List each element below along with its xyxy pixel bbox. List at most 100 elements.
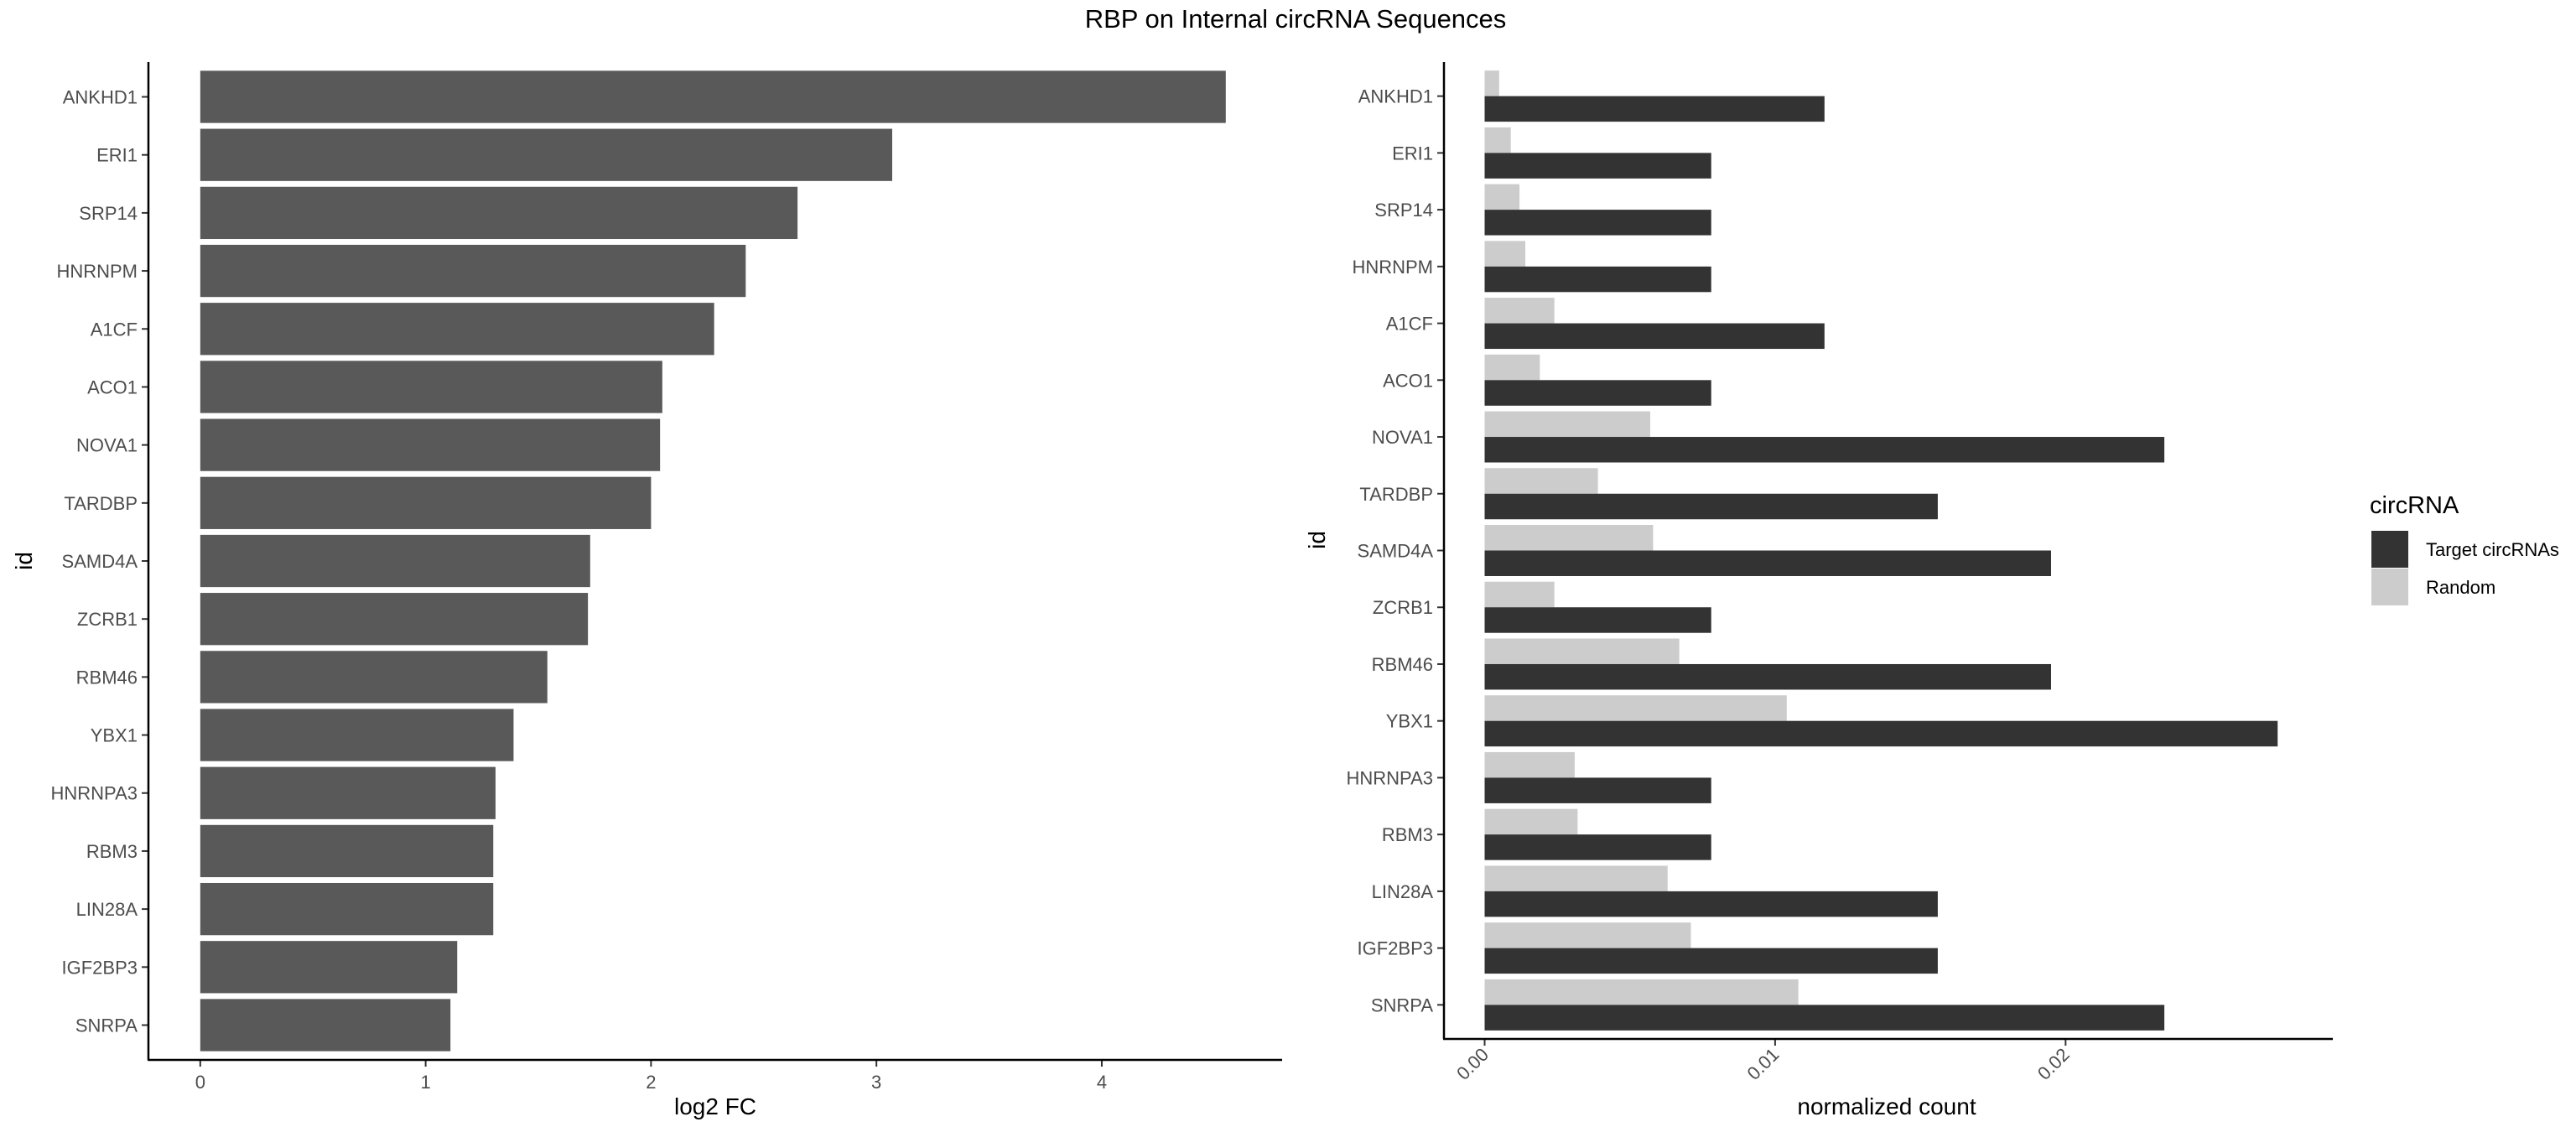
bar-log2fc-snrpa (200, 999, 451, 1052)
left-category-label-srp14: SRP14 (79, 203, 138, 224)
bar-log2fc-igf2bp3 (200, 941, 458, 994)
left-category-label-snrpa: SNRPA (75, 1015, 138, 1036)
right-y-axis-title: id (1304, 531, 1330, 549)
bar-target-a1cf (1484, 323, 1825, 350)
right-category-label-rbm46: RBM46 (1372, 654, 1433, 675)
left-x-tick-label: 0 (195, 1072, 205, 1093)
left-category-label-aco1: ACO1 (87, 377, 138, 397)
bar-target-aco1 (1484, 380, 1711, 406)
legend-title: circRNA (2370, 492, 2459, 519)
bar-target-rbm3 (1484, 834, 1711, 860)
bar-log2fc-hnrnpa3 (200, 766, 496, 819)
bar-log2fc-eri1 (200, 128, 892, 181)
right-category-label-igf2bp3: IGF2BP3 (1358, 938, 1433, 959)
right-category-label-tardbp: TARDBP (1359, 484, 1433, 505)
left-category-label-hnrnpm: HNRNPM (56, 261, 138, 282)
legend-swatch-target-circrnas (2371, 531, 2408, 568)
right-category-label-aco1: ACO1 (1383, 370, 1433, 391)
bar-target-ybx1 (1484, 720, 2278, 747)
right-category-label-nova1: NOVA1 (1372, 427, 1433, 448)
right-category-label-lin28a: LIN28A (1372, 881, 1434, 902)
left-category-label-ybx1: YBX1 (91, 725, 138, 746)
right-category-label-rbm3: RBM3 (1382, 824, 1433, 845)
bar-random-hnrnpa3 (1484, 751, 1575, 778)
left-category-label-nova1: NOVA1 (76, 435, 138, 456)
bar-target-ankhd1 (1484, 96, 1825, 122)
right-category-label-ybx1: YBX1 (1386, 711, 1433, 732)
bar-target-samd4a (1484, 550, 2051, 576)
right-category-label-eri1: ERI1 (1392, 143, 1433, 164)
bar-log2fc-rbm46 (200, 651, 548, 704)
left-x-tick-label: 3 (871, 1072, 881, 1093)
right-category-label-hnrnpa3: HNRNPA3 (1346, 767, 1433, 788)
left-category-label-a1cf: A1CF (91, 319, 138, 340)
right-x-axis-title: normalized count (1797, 1093, 1976, 1119)
bar-log2fc-lin28a (200, 882, 494, 936)
bar-random-rbm46 (1484, 638, 1680, 664)
left-category-label-tardbp: TARDBP (64, 493, 138, 514)
left-x-ticks: 0 1 2 3 4 (195, 1060, 1107, 1093)
bar-random-igf2bp3 (1484, 922, 1691, 948)
left-x-tick-label: 2 (646, 1072, 656, 1093)
right-category-label-zcrb1: ZCRB1 (1373, 597, 1433, 618)
bar-random-eri1 (1484, 127, 1511, 153)
right-category-label-srp14: SRP14 (1374, 200, 1433, 221)
bar-target-igf2bp3 (1484, 948, 1938, 974)
bar-log2fc-tardbp (200, 476, 652, 529)
bar-random-snrpa (1484, 979, 1799, 1005)
right-panel: ANKHD1 ERI1 SRP14 HNRNPM A1CF ACO1 NOVA1 TARDBP… (1304, 62, 2333, 1119)
left-category-label-lin28a: LIN28A (76, 899, 138, 920)
bar-random-hnrnpm (1484, 241, 1525, 267)
left-category-label-igf2bp3: IGF2BP3 (62, 957, 138, 978)
bar-log2fc-hnrnpm (200, 244, 746, 298)
left-category-label-eri1: ERI1 (96, 145, 138, 166)
legend-label-random: Random (2426, 577, 2496, 598)
bar-target-tardbp (1484, 493, 1938, 520)
bar-log2fc-ankhd1 (200, 70, 1226, 123)
left-x-axis-title: log2 FC (674, 1093, 756, 1119)
bar-target-snrpa (1484, 1005, 2165, 1031)
left-x-tick-label: 4 (1097, 1072, 1107, 1093)
right-category-label-a1cf: A1CF (1386, 314, 1433, 335)
bar-random-lin28a (1484, 865, 1668, 891)
bar-random-srp14 (1484, 184, 1520, 210)
bar-target-srp14 (1484, 210, 1711, 236)
legend-label-target-circrnas: Target circRNAs (2426, 539, 2559, 560)
bar-target-zcrb1 (1484, 607, 1711, 633)
left-x-tick-label: 1 (420, 1072, 430, 1093)
left-category-label-zcrb1: ZCRB1 (77, 609, 138, 630)
left-category-labels: ANKHD1 ERI1 SRP14 HNRNPM A1CF ACO1 NOVA1 TARDBP… (50, 87, 148, 1036)
right-bars (1484, 70, 2278, 1031)
legend: circRNA Target circRNAs Random (2370, 492, 2559, 605)
right-category-label-snrpa: SNRPA (1371, 995, 1433, 1015)
right-category-labels: ANKHD1 ERI1 SRP14 HNRNPM A1CF ACO1 NOVA1 TARDBP… (1346, 86, 1444, 1015)
bar-log2fc-nova1 (200, 418, 661, 471)
bar-random-rbm3 (1484, 808, 1578, 835)
left-category-label-ankhd1: ANKHD1 (63, 87, 138, 108)
left-category-label-rbm46: RBM46 (76, 667, 138, 688)
left-category-label-rbm3: RBM3 (86, 841, 138, 862)
left-panel: ANKHD1 ERI1 SRP14 HNRNPM A1CF ACO1 NOVA1 TARDBP… (11, 62, 1282, 1119)
left-bars (200, 70, 1226, 1052)
left-category-label-hnrnpa3: HNRNPA3 (50, 783, 138, 804)
left-y-axis-title: id (11, 552, 37, 570)
bar-log2fc-samd4a (200, 534, 590, 588)
left-category-label-samd4a: SAMD4A (62, 551, 138, 572)
bar-log2fc-srp14 (200, 186, 798, 240)
bar-random-ybx1 (1484, 695, 1787, 721)
chart-title: RBP on Internal circRNA Sequences (1085, 4, 1507, 34)
bar-log2fc-a1cf (200, 303, 714, 356)
bar-random-a1cf (1484, 298, 1555, 324)
right-category-label-ankhd1: ANKHD1 (1358, 86, 1433, 107)
legend-swatch-random (2371, 569, 2408, 605)
bar-random-tardbp (1484, 468, 1598, 494)
bar-target-rbm46 (1484, 663, 2051, 690)
bar-target-eri1 (1484, 153, 1711, 179)
bar-log2fc-zcrb1 (200, 593, 589, 646)
bar-target-hnrnpm (1484, 266, 1711, 293)
bar-target-lin28a (1484, 891, 1938, 917)
bar-log2fc-ybx1 (200, 709, 514, 761)
bar-random-samd4a (1484, 525, 1654, 551)
bar-log2fc-rbm3 (200, 824, 494, 878)
